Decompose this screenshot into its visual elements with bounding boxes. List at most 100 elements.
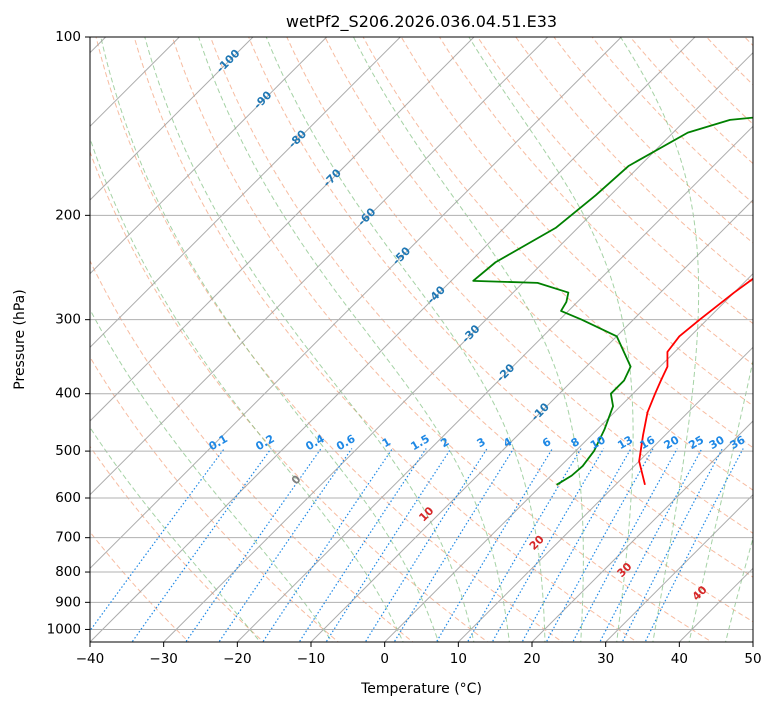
dry-adiabat-line — [553, 37, 753, 244]
y-tick-label: 1000 — [47, 621, 81, 637]
moist-adiabat-line — [90, 426, 261, 642]
isotherm-line — [531, 420, 753, 642]
plot-frame — [89, 36, 754, 643]
isotherm-line — [605, 493, 753, 642]
mixing-ratio-line — [364, 448, 488, 642]
axis-ticks: −40 −30 −20 −10 0 10 20 30 40 50 1000 900 800 700 600 5… — [47, 29, 762, 667]
moist-adiabat-line — [353, 37, 584, 642]
moist-adiabat-line — [144, 37, 475, 642]
mixing-ratio-line — [90, 448, 225, 632]
isotherm-line — [457, 346, 753, 642]
mixing-ratio-label: 25 — [686, 433, 706, 452]
isotherm-line — [752, 641, 753, 642]
moist-adiabat-label: 30 — [615, 560, 635, 580]
y-tick-label: 700 — [55, 530, 81, 546]
isotherm-label: -20 — [494, 361, 517, 384]
dewpoint-profile-line — [472, 116, 753, 486]
x-tick-label: −10 — [297, 651, 326, 667]
mixing-ratio-line — [325, 448, 452, 642]
mixing-ratio-label: 1.5 — [408, 432, 431, 453]
mixing-ratio-label: 0.4 — [303, 432, 327, 453]
mixing-ratio-label: 6 — [540, 435, 553, 450]
dry-adiabat-line — [515, 37, 753, 284]
y-tick-label: 400 — [55, 386, 81, 402]
mixing-ratio-line — [491, 448, 605, 642]
moist-adiabat-line — [90, 136, 404, 642]
isotherm-line — [236, 125, 753, 642]
moist-adiabat-line — [100, 37, 440, 642]
mixing-ratio-line — [131, 448, 272, 642]
dry-adiabat-line — [667, 37, 753, 125]
moist-adiabat-label: 40 — [690, 583, 710, 603]
dry-adiabat-line — [133, 37, 638, 642]
dry-adiabat-line — [90, 356, 339, 642]
mixing-ratio-label: 30 — [707, 433, 727, 452]
moist-adiabat-line — [468, 37, 634, 642]
y-axis-title: Pressure (hPa) — [12, 289, 28, 389]
line-labels: -100-90-80-70-60-50-40-30-20-100.1 0.2 0.4… — [206, 47, 747, 604]
y-tick-label: 800 — [55, 564, 81, 580]
dry-adiabat-line — [744, 37, 753, 47]
grid-layer — [90, 24, 775, 645]
isotherm-line — [90, 37, 696, 642]
moist-adiabat-label: 10 — [416, 504, 436, 524]
moist-adiabat-line — [620, 37, 700, 642]
dry-adiabat-line — [770, 24, 775, 645]
mixing-ratio-line — [572, 448, 678, 642]
moist-adiabat-line — [725, 536, 753, 642]
mixing-ratio-line — [185, 448, 322, 642]
isotherm-label: -30 — [459, 322, 482, 345]
mixing-ratio-label: 36 — [728, 433, 748, 452]
isotherm-line — [384, 272, 753, 642]
mixing-ratio-line — [466, 448, 582, 642]
x-tick-label: −20 — [223, 651, 252, 667]
mixing-ratio-label: 0.6 — [334, 432, 358, 453]
isotherm-line — [90, 37, 549, 496]
dry-adiabat-line — [705, 37, 753, 86]
x-tick-label: 0 — [380, 651, 389, 667]
temperature-profile-line — [638, 277, 753, 486]
dry-adiabat-line — [90, 259, 414, 642]
mixing-ratio-line — [393, 448, 515, 642]
mixing-ratio-line — [599, 448, 703, 642]
isotherm-label: -50 — [390, 244, 413, 267]
isotherm-line — [310, 199, 753, 642]
mixing-ratio-line — [644, 448, 744, 642]
dry-adiabat-line — [438, 37, 753, 366]
moist-adiabat-line — [265, 37, 546, 642]
isotherm-line — [678, 567, 753, 642]
x-tick-label: 30 — [597, 651, 614, 667]
isotherm-line — [90, 37, 401, 349]
dry-adiabat-line — [248, 37, 753, 578]
moist-adiabat-line — [90, 308, 333, 642]
mixing-ratio-line — [218, 448, 353, 642]
isotherm-line — [90, 37, 254, 201]
y-tick-label: 200 — [55, 207, 81, 223]
isotherm-line — [163, 51, 753, 642]
moist-adiabat-line — [198, 37, 510, 642]
x-tick-label: −30 — [149, 651, 178, 667]
mixing-ratio-line — [545, 448, 654, 642]
dry-adiabat-line — [171, 37, 713, 642]
isotherm-line — [90, 37, 622, 570]
chart-title: wetPf2_S206.2026.036.04.51.E33 — [286, 12, 557, 32]
isotherm-line — [90, 37, 328, 275]
mixing-ratio-label: 1 — [380, 435, 393, 450]
x-tick-label: 50 — [744, 651, 761, 667]
isotherm-label: -60 — [355, 205, 378, 228]
mixing-ratio-label: 0.1 — [206, 432, 229, 453]
mixing-ratio-line — [262, 448, 393, 642]
x-tick-label: −40 — [76, 651, 105, 667]
dry-adiabat-line — [90, 445, 265, 642]
y-tick-label: 300 — [55, 312, 81, 328]
mixing-ratio-line — [435, 448, 553, 642]
y-tick-label: 900 — [55, 594, 81, 610]
y-tick-label: 500 — [55, 443, 81, 459]
dry-adiabat-line — [324, 37, 753, 491]
dry-adiabat-line — [362, 37, 753, 449]
mixing-ratio-label: 2 — [438, 435, 451, 450]
mixing-ratio-line — [521, 448, 632, 642]
x-tick-label: 40 — [671, 651, 688, 667]
sounding-lines — [472, 116, 753, 486]
